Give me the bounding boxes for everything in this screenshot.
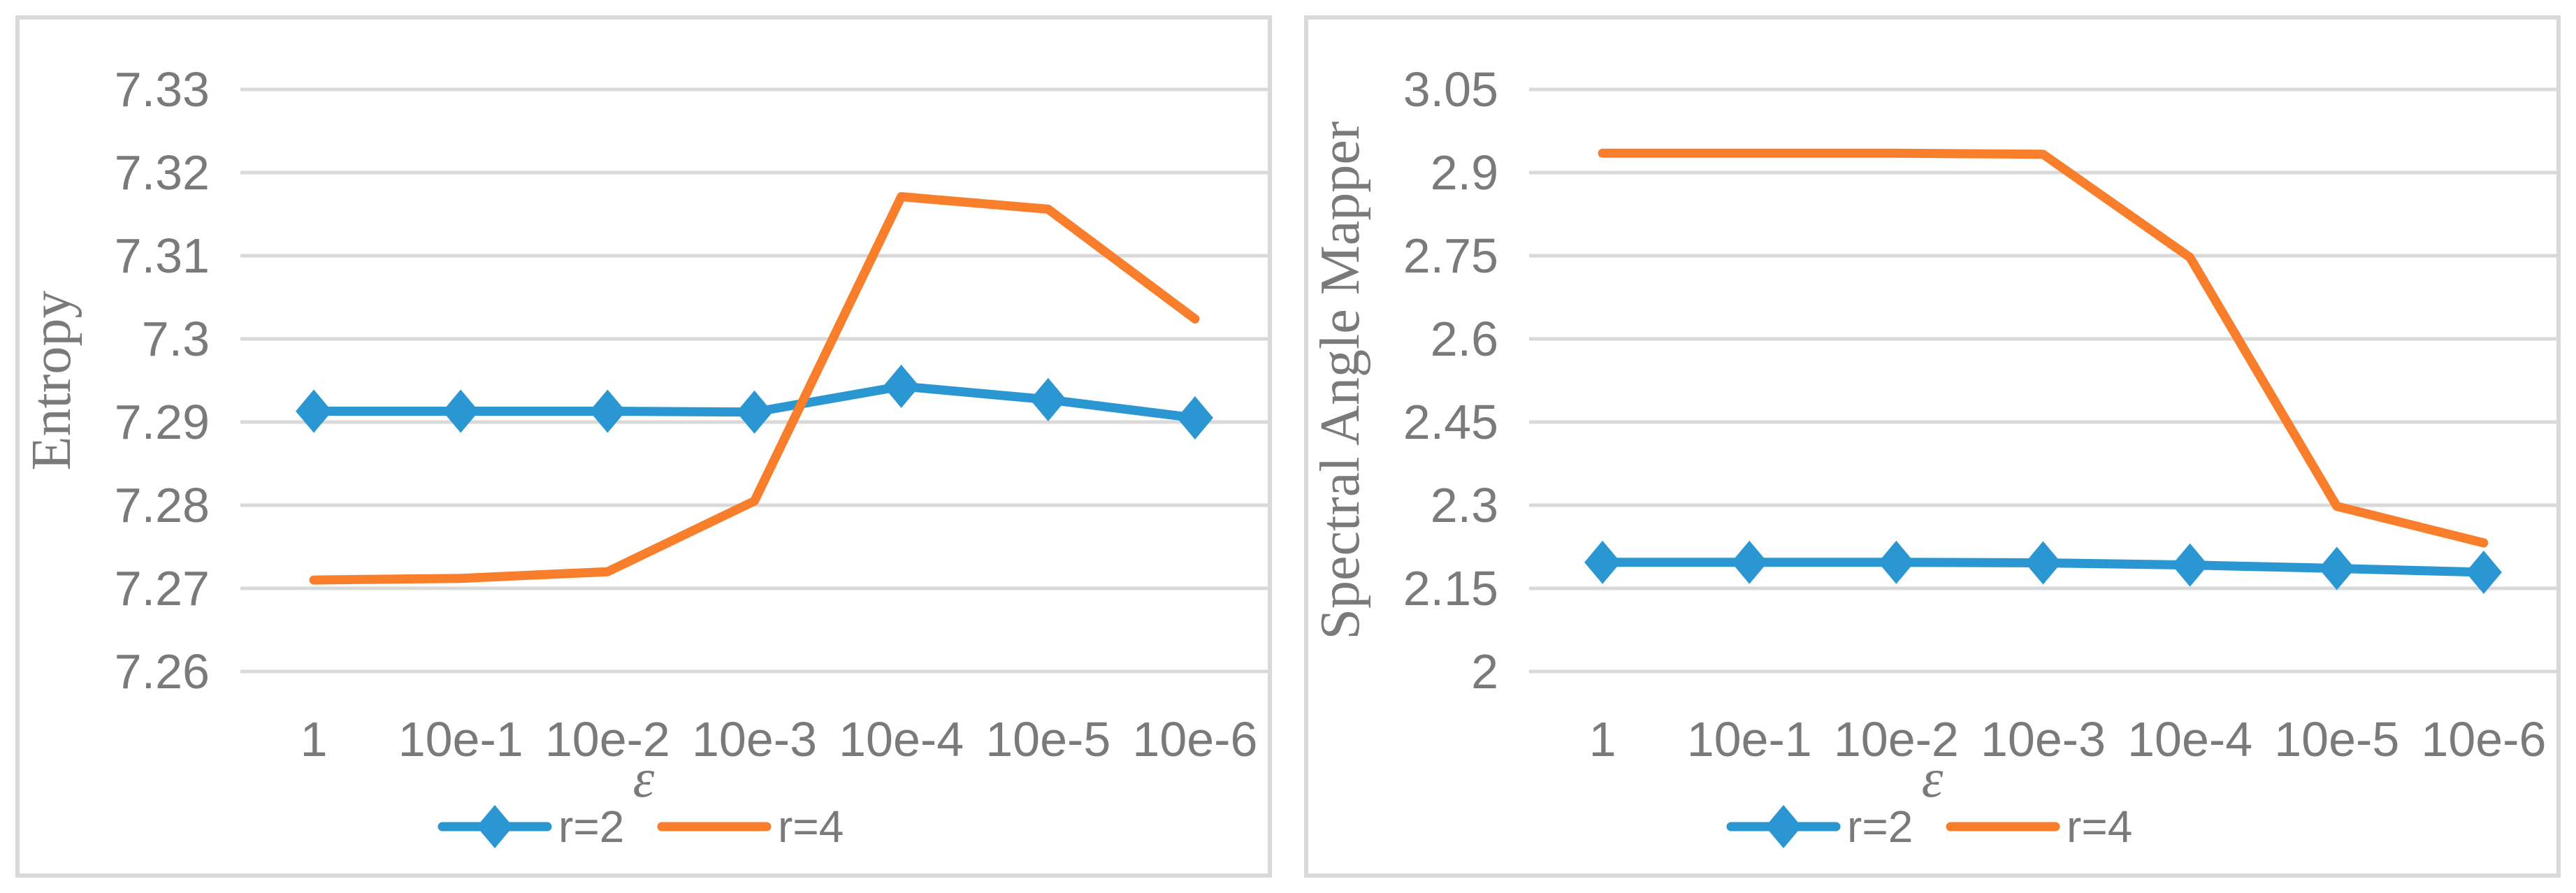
series-marker-r=2 [1029,377,1066,421]
x-axis-tick-label: 10e-2 [1834,712,1959,767]
series-line-r=4 [1598,148,2489,548]
plot-background [15,15,1272,878]
y-axis-tick-label: 2.9 [1431,145,1498,200]
legend: r=2 r=4 [1726,801,2132,852]
entropy-line-chart: 7.33 7.32 7.31 7.3 7.29 7.28 7.27 7.26 1 10e-1 10e… [15,15,1272,878]
legend-label-r=4: r=4 [778,801,844,852]
legend-label-r=2: r=2 [1847,801,1913,852]
y-axis-title: Entropy [21,291,82,471]
series-marker-r=2 [1584,540,1621,584]
legend-label-r=4: r=4 [2067,801,2132,852]
series-marker-r=2 [296,389,333,433]
y-axis-tick-label: 7.29 [115,395,210,449]
series-marker-r=2 [1731,540,1768,584]
y-axis-tick-label: 7.31 [115,228,210,283]
legend: r=2 r=4 [437,801,844,852]
series-marker-r=2 [442,389,479,433]
y-axis-tick-label: 7.26 [115,644,210,699]
series-marker-r=2 [736,390,773,434]
x-axis-tick-label: 10e-3 [692,712,817,767]
y-axis-tick-label: 7.3 [142,312,210,366]
series-marker-r=2 [2171,543,2208,587]
y-axis-tick-label: 2.6 [1431,312,1498,366]
series-marker-r=2 [589,389,626,433]
y-axis-tick-label: 3.05 [1403,62,1498,117]
legend-marker-r=2 [477,805,513,848]
entropy-chart-panel: 7.33 7.32 7.31 7.3 7.29 7.28 7.27 7.26 1 10e-1 10e… [15,15,1272,878]
series-marker-r=2 [2465,550,2502,594]
series-marker-r=2 [1878,540,1915,584]
x-axis-tick-label: 1 [1589,712,1616,767]
x-axis-tick-label: 10e-5 [985,712,1110,767]
y-axis-tick-label: 7.33 [115,62,210,117]
y-axis-tick-label: 7.28 [115,478,210,532]
y-axis-title: Spectral Angle Mapper [1310,122,1371,640]
x-axis-tick-label: 1 [301,712,328,767]
x-axis-tick-label: 10e-3 [1981,712,2106,767]
x-axis-tick-label: 10e-1 [398,712,523,767]
x-axis-tick-label: 10e-5 [2274,712,2399,767]
y-axis-tick-label: 2.45 [1403,395,1498,449]
x-axis-title: ε [1922,748,1944,808]
y-axis-tick-label: 2 [1471,644,1498,699]
plot-background [1304,15,2561,878]
spectral-angle-mapper-chart-panel: 3.05 2.9 2.75 2.6 2.45 2.3 2.15 2 1 10e-1 10e-2 10e… [1304,15,2561,878]
series-marker-r=2 [2318,546,2355,590]
legend-label-r=2: r=2 [558,801,624,852]
series-line-r=4 [309,192,1200,585]
y-axis-tick-label: 2.75 [1403,228,1498,283]
series-marker-r=2 [2025,541,2062,585]
x-axis-tick-label: 10e-6 [1132,712,1257,767]
x-axis-tick-label: 10e-6 [2421,712,2546,767]
x-axis-tick-label: 10e-2 [545,712,670,767]
y-axis-tick-label: 2.15 [1403,561,1498,616]
series-marker-r=2 [1176,396,1213,440]
panel-border [15,15,1272,878]
x-axis-tick-label: 10e-4 [2127,712,2252,767]
legend-marker-r=2 [1765,805,1802,848]
series-marker-r=2 [883,364,920,408]
y-axis-tick-label: 7.32 [115,145,210,200]
x-axis-title: ε [633,748,655,808]
spectral-angle-mapper-line-chart: 3.05 2.9 2.75 2.6 2.45 2.3 2.15 2 1 10e-1 10e-2 10e… [1304,15,2561,878]
y-axis-tick-label: 2.3 [1431,478,1498,532]
x-axis-tick-label: 10e-4 [839,712,964,767]
y-axis-tick-label: 7.27 [115,561,210,616]
panel-border [1304,15,2561,878]
x-axis-tick-label: 10e-1 [1687,712,1812,767]
